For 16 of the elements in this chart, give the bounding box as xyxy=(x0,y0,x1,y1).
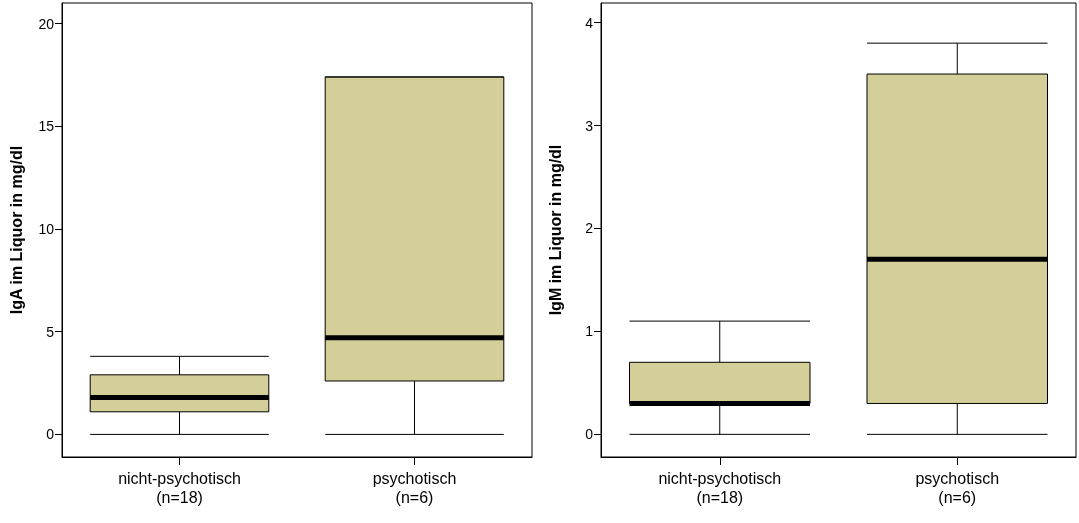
y-tick-label: 15 xyxy=(38,118,55,135)
x-tick-label: nicht-psychotisch (n=18) xyxy=(658,470,782,506)
y-tick-label: 0 xyxy=(585,426,594,443)
y-tick-label: 5 xyxy=(46,323,55,340)
y-tick-label: 0 xyxy=(46,426,55,443)
y-tick-label: 4 xyxy=(585,14,594,31)
y-axis-title: IgM im Liquor in mg/dl xyxy=(546,144,564,316)
y-tick-label: 2 xyxy=(585,220,594,237)
x-tick-label: nicht-psychotisch (n=18) xyxy=(118,470,241,506)
y-tick-label: 20 xyxy=(38,15,55,32)
y-tick-label: 10 xyxy=(38,220,55,237)
y-tick-label: 1 xyxy=(585,323,594,340)
x-tick-label: psychotisch (n=6) xyxy=(372,470,457,506)
y-axis-title: IgA im Liquor in mg/dl xyxy=(7,145,25,315)
x-tick-label: psychotisch (n=6) xyxy=(915,470,1000,506)
y-tick-label: 3 xyxy=(585,117,594,134)
